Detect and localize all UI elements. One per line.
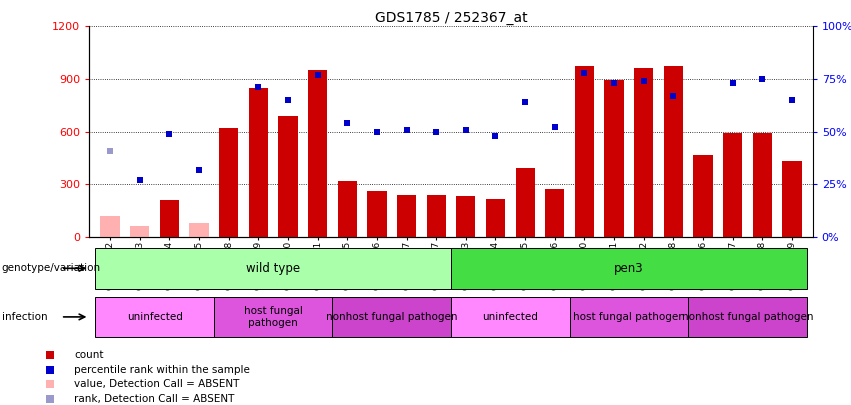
Text: genotype/variation: genotype/variation	[2, 263, 100, 273]
Bar	[688, 296, 807, 337]
Bar	[782, 161, 802, 237]
Bar	[160, 200, 179, 237]
Bar	[190, 223, 208, 237]
Bar	[604, 80, 624, 237]
Bar	[214, 296, 333, 337]
Text: host fungal
pathogen: host fungal pathogen	[243, 306, 303, 328]
Bar	[95, 248, 451, 289]
Text: host fungal pathogen: host fungal pathogen	[573, 312, 685, 322]
Bar	[368, 191, 386, 237]
Bar	[694, 155, 712, 237]
Bar	[278, 116, 298, 237]
Bar	[664, 66, 683, 237]
Bar	[456, 196, 476, 237]
Bar	[219, 128, 238, 237]
Bar	[426, 195, 446, 237]
Bar	[451, 248, 807, 289]
Text: nonhost fungal pathogen: nonhost fungal pathogen	[682, 312, 814, 322]
Text: count: count	[74, 350, 104, 360]
Bar	[486, 199, 505, 237]
Bar	[333, 296, 451, 337]
Bar	[574, 66, 594, 237]
Bar	[634, 68, 654, 237]
Bar	[752, 132, 772, 237]
Bar	[516, 168, 534, 237]
Text: uninfected: uninfected	[483, 312, 539, 322]
Bar	[545, 189, 564, 237]
Bar	[95, 296, 214, 337]
Text: pen3: pen3	[614, 262, 643, 275]
Bar	[130, 226, 150, 237]
Text: value, Detection Call = ABSENT: value, Detection Call = ABSENT	[74, 379, 239, 390]
Bar	[248, 88, 268, 237]
Bar	[100, 216, 120, 237]
Bar	[397, 195, 416, 237]
Text: percentile rank within the sample: percentile rank within the sample	[74, 365, 250, 375]
Text: nonhost fungal pathogen: nonhost fungal pathogen	[326, 312, 458, 322]
Bar	[338, 181, 357, 237]
Text: uninfected: uninfected	[127, 312, 182, 322]
Text: rank, Detection Call = ABSENT: rank, Detection Call = ABSENT	[74, 394, 234, 404]
Text: infection: infection	[2, 312, 48, 322]
Title: GDS1785 / 252367_at: GDS1785 / 252367_at	[374, 11, 528, 25]
Bar	[451, 296, 569, 337]
Bar	[723, 132, 742, 237]
Bar	[308, 70, 328, 237]
Bar	[569, 296, 688, 337]
Text: wild type: wild type	[246, 262, 300, 275]
